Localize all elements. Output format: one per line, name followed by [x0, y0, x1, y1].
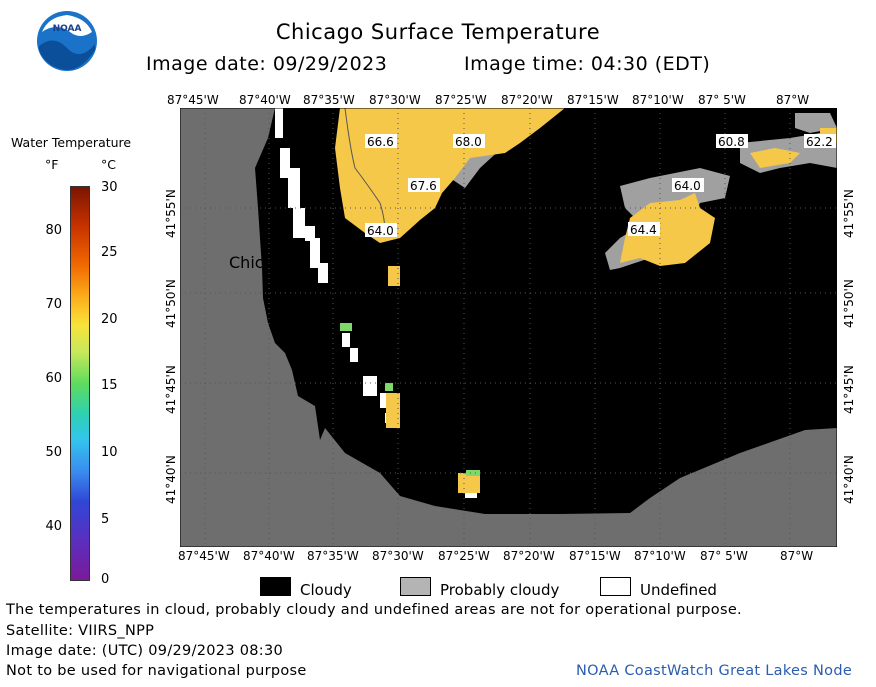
tick-f: 80 — [45, 223, 62, 238]
temp-tag-5: 60.8 — [718, 135, 745, 149]
lat-label-right: 41°40'N — [842, 455, 856, 504]
footer-satellite: Satellite: VIIRS_NPP — [6, 623, 155, 639]
lon-label-bottom: 87°35'W — [307, 549, 359, 563]
lon-label-bottom: 87°45'W — [178, 549, 230, 563]
tick-c: 0 — [101, 572, 110, 587]
lat-label-right: 41°50'N — [842, 279, 856, 328]
swatch-cloudy — [260, 577, 291, 596]
unit-fahrenheit: °F — [45, 157, 59, 172]
cool-water-spots — [340, 323, 480, 476]
temperature-colorbar — [70, 186, 90, 581]
lon-label-top: 87°15'W — [567, 93, 619, 107]
lon-label-bottom: 87°20'W — [503, 549, 555, 563]
lat-label-right: 41°55'N — [842, 189, 856, 238]
key-probably-cloudy-label: Probably cloudy — [440, 581, 560, 599]
lat-label-left: 41°50'N — [164, 279, 178, 328]
swatch-probably-cloudy — [400, 577, 431, 596]
tick-c: 20 — [101, 312, 118, 327]
page-title: Chicago Surface Temperature — [275, 20, 601, 44]
key-undefined-label: Undefined — [640, 581, 717, 599]
lon-label-top: 87°45'W — [167, 93, 219, 107]
lon-label-bottom: 87°30'W — [372, 549, 424, 563]
lon-label-top: 87°W — [776, 93, 810, 107]
temp-tag-4: 64.0 — [367, 224, 394, 238]
tick-c: 10 — [101, 445, 118, 460]
temp-tag-2: 68.0 — [455, 135, 482, 149]
temp-tag-6: 62.2 — [806, 135, 833, 149]
temp-tag-1: 66.6 — [367, 135, 394, 149]
footer-credit: NOAA CoastWatch Great Lakes Node — [576, 663, 853, 679]
footer-note: The temperatures in cloud, probably clou… — [6, 602, 742, 618]
lon-label-top: 87°10'W — [632, 93, 684, 107]
lon-label-bottom: 87°15'W — [569, 549, 621, 563]
lon-label-top: 87° 5'W — [698, 93, 746, 107]
lon-label-top: 87°35'W — [303, 93, 355, 107]
tick-c: 15 — [101, 378, 118, 393]
noaa-logo: NOAA — [36, 10, 98, 72]
chicago-marker — [297, 245, 305, 253]
tick-c: 30 — [101, 180, 118, 195]
isotherm-line — [344, 108, 386, 234]
lon-label-bottom: 87°40'W — [243, 549, 295, 563]
temp-tag-3: 67.6 — [410, 179, 437, 193]
legend-title: Water Temperature — [11, 135, 132, 150]
city-label: Chicago — [229, 253, 294, 272]
lon-label-top: 87°40'W — [239, 93, 291, 107]
tick-c: 25 — [101, 245, 118, 260]
unit-celsius: °C — [101, 157, 116, 172]
lon-label-bottom: 87°10'W — [634, 549, 686, 563]
tick-f: 70 — [45, 297, 62, 312]
svg-text:NOAA: NOAA — [53, 24, 82, 34]
key-cloudy-label: Cloudy — [300, 581, 352, 599]
tick-f: 60 — [45, 371, 62, 386]
lon-label-top: 87°30'W — [369, 93, 421, 107]
swatch-undefined — [600, 577, 631, 596]
lon-label-top: 87°25'W — [435, 93, 487, 107]
lat-label-left: 41°55'N — [164, 189, 178, 238]
lat-label-left: 41°40'N — [164, 455, 178, 504]
lat-label-right: 41°45'N — [842, 365, 856, 414]
temp-tag-8: 64.4 — [630, 223, 657, 237]
noaa-logo-icon: NOAA — [37, 11, 97, 71]
tick-f: 40 — [45, 519, 62, 534]
lon-label-bottom: 87°25'W — [438, 549, 490, 563]
temperature-tags: 66.6 68.0 67.6 64.0 60.8 62.2 64.0 64.4 — [365, 134, 836, 238]
image-date: Image date: 09/29/2023 — [146, 53, 388, 75]
footer-nav-warning: Not to be used for navigational purpose — [6, 663, 307, 679]
image-time: Image time: 04:30 (EDT) — [464, 53, 711, 75]
tick-c: 5 — [101, 512, 110, 527]
temp-tag-7: 64.0 — [674, 179, 701, 193]
lat-lon-grid — [180, 108, 837, 547]
temperature-map: 66.6 68.0 67.6 64.0 60.8 62.2 64.0 64.4 — [180, 108, 837, 547]
lon-label-bottom: 87° 5'W — [700, 549, 748, 563]
footer-utc-date: Image date: (UTC) 09/29/2023 08:30 — [6, 643, 284, 659]
lat-label-left: 41°45'N — [164, 365, 178, 414]
lon-label-top: 87°20'W — [501, 93, 553, 107]
lon-label-bottom: 87°W — [780, 549, 814, 563]
tick-f: 50 — [45, 445, 62, 460]
